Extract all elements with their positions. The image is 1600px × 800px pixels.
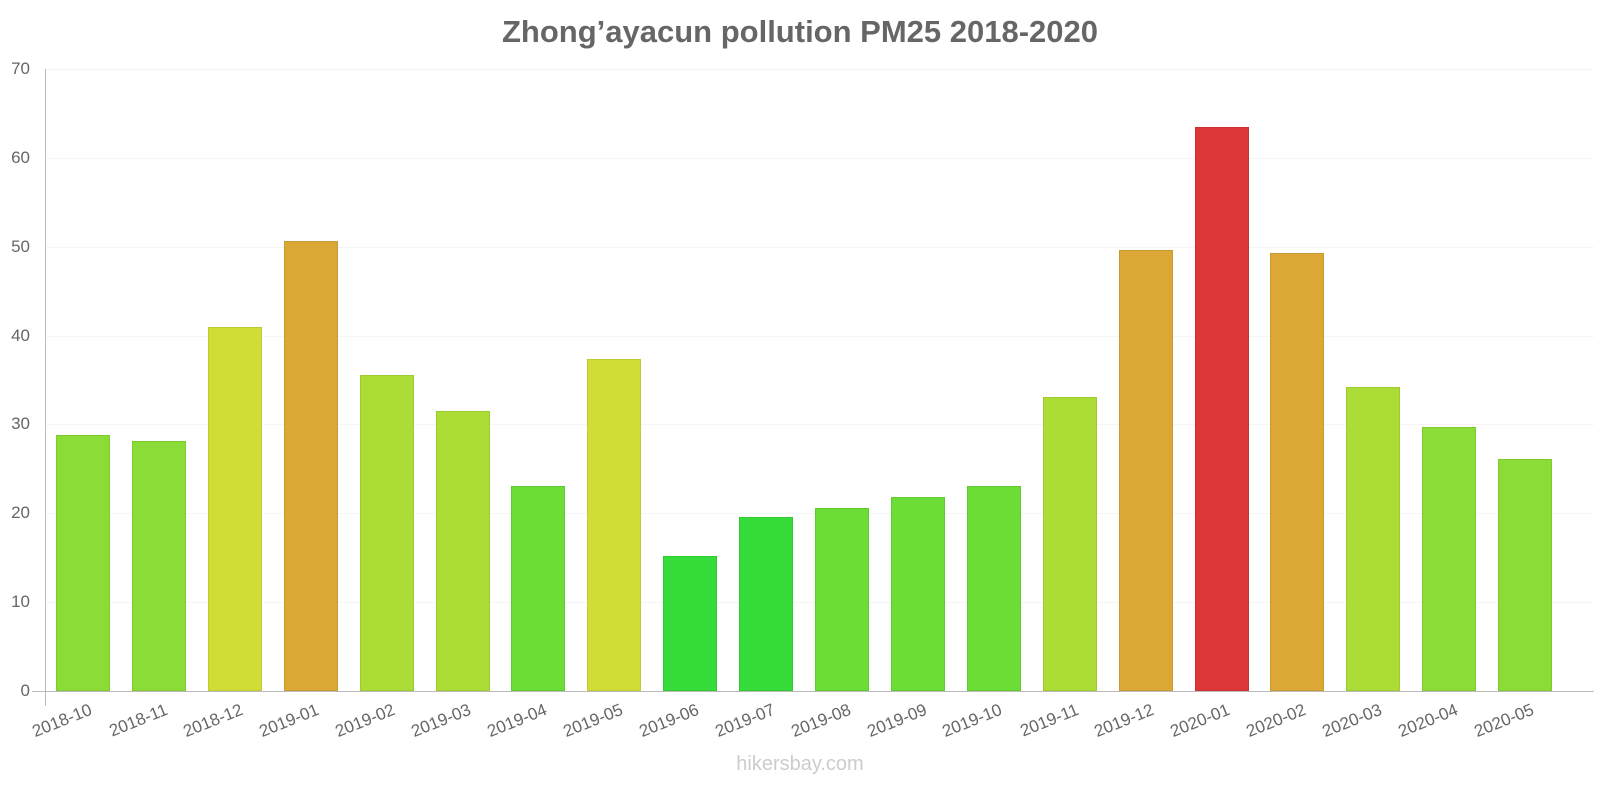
gridline (46, 424, 1594, 426)
bar-2019-02[interactable] (359, 374, 414, 691)
x-tick-label: 2020-02 (1243, 700, 1309, 741)
bar-2019-06[interactable] (663, 555, 718, 691)
bar-2019-09[interactable] (890, 497, 945, 691)
y-tick-label: 40 (11, 325, 30, 345)
gridline (46, 69, 1594, 70)
bar-2019-10[interactable] (966, 485, 1021, 691)
bar-2018-11[interactable] (131, 441, 186, 691)
x-tick-label: 2019-03 (408, 700, 474, 741)
x-tick-label: 2020-03 (1319, 700, 1385, 741)
bar-2020-02[interactable] (1270, 252, 1325, 691)
x-tick-label: 2019-09 (864, 700, 930, 741)
y-tick-label: 30 (11, 414, 30, 434)
y-axis-line (45, 69, 46, 706)
bar-2020-03[interactable] (1346, 387, 1401, 691)
x-tick-label: 2019-11 (1017, 700, 1081, 741)
x-tick-label: 2018-11 (106, 700, 171, 741)
y-tick-label: 10 (11, 592, 30, 612)
y-tick-label: 0 (20, 681, 30, 700)
watermark: hikersbay.com (736, 753, 864, 775)
bar-2019-05[interactable] (587, 358, 642, 691)
x-tick-label: 2019-05 (560, 700, 626, 741)
bar-2018-10[interactable] (56, 435, 110, 691)
x-tick-label: 2019-07 (712, 700, 778, 741)
y-tick-label: 60 (11, 147, 30, 167)
bar-2019-03[interactable] (435, 411, 490, 691)
x-tick-label: 2018-10 (29, 700, 95, 741)
chart-title: Zhong’ayacun pollution PM25 2018-2020 (501, 14, 1099, 49)
bar-2018-12[interactable] (207, 326, 262, 691)
x-tick-label: 2020-01 (1167, 700, 1233, 741)
bar-2019-01[interactable] (283, 241, 338, 691)
y-tick-label: 70 (11, 59, 30, 78)
x-tick-label: 2020-05 (1471, 700, 1537, 741)
bar-2019-12[interactable] (1118, 250, 1173, 691)
x-axis-line (32, 691, 1594, 692)
x-tick-label: 2018-12 (180, 700, 246, 741)
x-tick-label: 2019-04 (484, 700, 550, 741)
x-tick-label: 2019-10 (939, 700, 1005, 741)
bar-2020-05[interactable] (1498, 459, 1553, 691)
bar-2019-11[interactable] (1042, 396, 1097, 691)
bar-2019-04[interactable] (511, 485, 566, 691)
x-tick-label: 2019-12 (1091, 700, 1157, 741)
bar-2020-01[interactable] (1194, 126, 1249, 691)
x-tick-label: 2019-01 (256, 700, 322, 741)
bar-2019-08[interactable] (815, 507, 869, 691)
gridline (46, 335, 1594, 337)
gridline (46, 246, 1594, 248)
x-tick-label: 2019-02 (332, 700, 398, 741)
x-tick-label: 2019-08 (788, 700, 854, 741)
y-tick-label: 50 (11, 236, 30, 256)
x-tick-label: 2019-06 (636, 700, 702, 741)
bar-2019-07[interactable] (739, 516, 794, 691)
gridline (46, 157, 1594, 159)
x-tick-label: 2020-04 (1395, 700, 1461, 741)
bar-2020-04[interactable] (1422, 427, 1477, 691)
y-tick-label: 20 (11, 503, 30, 523)
